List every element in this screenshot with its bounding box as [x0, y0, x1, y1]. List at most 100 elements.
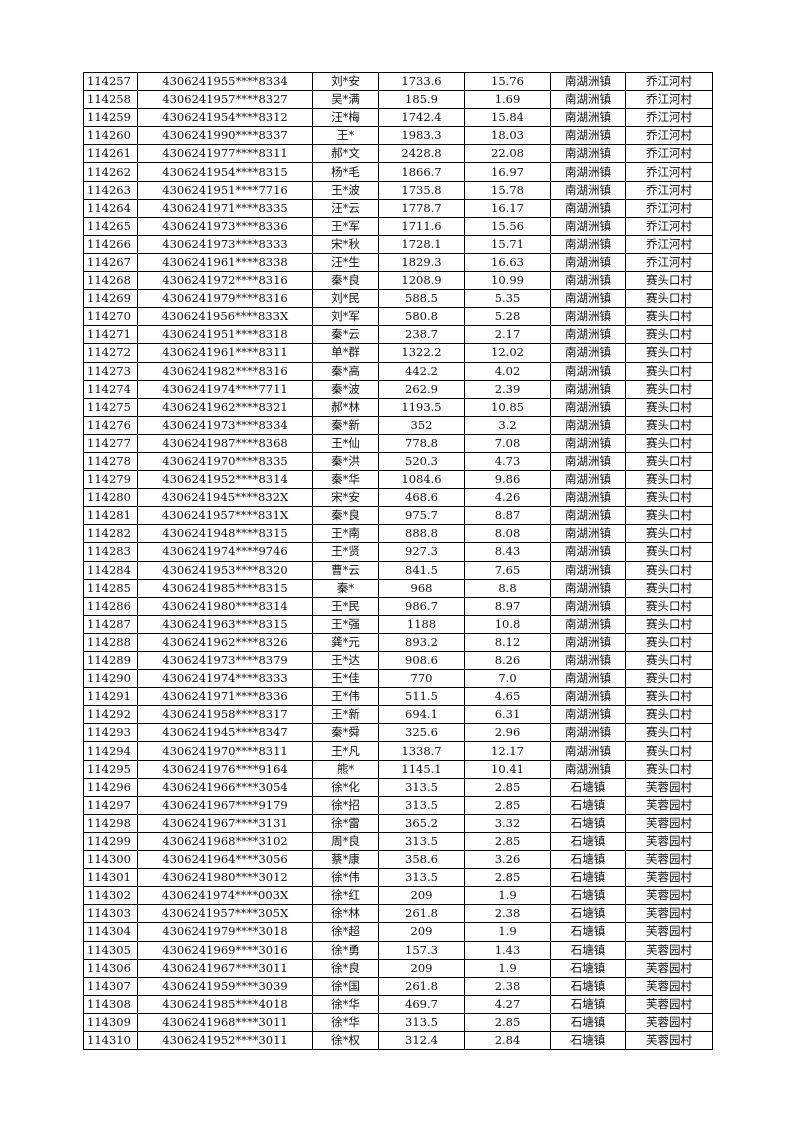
amount-cell: 1829.3	[378, 252, 465, 273]
table-row: 114309 4306241968****3011 徐*华 313.5 2.85 石塘镇芙…	[83, 1012, 713, 1032]
name-cell: 周*良	[312, 831, 379, 852]
name-cell: 蔡*康	[312, 850, 379, 870]
village-cell: 芙蓉园村	[625, 777, 713, 797]
town-cell: 南湖洲镇	[550, 180, 626, 200]
row-number-cell: 114308	[83, 994, 138, 1014]
row-number-cell: 114294	[83, 741, 138, 761]
village-cell: 乔江河村	[625, 108, 713, 128]
village-cell: 赛头口村	[625, 488, 713, 508]
town-cell: 南湖洲镇	[550, 126, 626, 146]
row-number-cell: 114303	[83, 904, 138, 924]
value-cell: 6.31	[464, 705, 551, 725]
name-cell: 王*	[312, 126, 379, 146]
amount-cell: 1145.1	[378, 759, 465, 779]
village-cell: 赛头口村	[625, 687, 713, 707]
value-cell: 1.69	[464, 90, 551, 110]
value-cell: 2.85	[464, 831, 551, 852]
row-number-cell: 114272	[83, 343, 138, 363]
town-cell: 石塘镇	[550, 795, 626, 815]
town-cell: 南湖洲镇	[550, 433, 626, 453]
town-cell: 南湖洲镇	[550, 488, 626, 508]
value-cell: 10.8	[464, 614, 551, 634]
table-row: 114307 4306241959****3039 徐*国 261.8 2.38 石塘镇芙…	[83, 976, 713, 996]
amount-cell: 1728.1	[378, 234, 465, 254]
row-number-cell: 114284	[83, 560, 138, 580]
id-number-cell: 4306241957****831X	[137, 506, 313, 526]
table-row: 114303 4306241957****305X 徐*林 261.8 2.38 石塘镇芙…	[83, 904, 713, 924]
name-cell: 汪*梅	[312, 108, 379, 128]
amount-cell: 1733.6	[378, 71, 465, 92]
id-number-cell: 4306241968****3011	[137, 1012, 313, 1032]
village-cell: 赛头口村	[625, 632, 713, 653]
row-number-cell: 114291	[83, 687, 138, 707]
table-row: 114300 4306241964****3056 蔡*康 358.6 3.26 石塘镇芙…	[83, 850, 713, 870]
value-cell: 7.08	[464, 433, 551, 453]
amount-cell: 261.8	[378, 904, 465, 924]
row-number-cell: 114266	[83, 234, 138, 254]
town-cell: 南湖洲镇	[550, 759, 626, 779]
table-row: 114260 4306241990****8337 王* 1983.3 18.03 南湖洲…	[83, 126, 713, 146]
amount-cell: 468.6	[378, 488, 465, 508]
id-number-cell: 4306241967****3011	[137, 958, 313, 978]
name-cell: 秦*波	[312, 379, 379, 399]
town-cell: 南湖洲镇	[550, 451, 626, 472]
id-number-cell: 4306241985****4018	[137, 994, 313, 1014]
village-cell: 赛头口村	[625, 397, 713, 417]
row-number-cell: 114306	[83, 958, 138, 978]
table-row: 114261 4306241977****8311 郝*文 2428.8 22.08 南湖…	[83, 144, 713, 164]
id-number-cell: 4306241951****8318	[137, 325, 313, 345]
name-cell: 徐*超	[312, 922, 379, 942]
name-cell: 徐*国	[312, 976, 379, 996]
table-row: 114292 4306241958****8317 王*新 694.1 6.31 南湖洲镇…	[83, 705, 713, 725]
table-row: 114267 4306241961****8338 汪*生 1829.3 16.63 南湖…	[83, 252, 713, 273]
town-cell: 石塘镇	[550, 850, 626, 870]
amount-cell: 968	[378, 578, 465, 598]
id-number-cell: 4306241951****7716	[137, 180, 313, 200]
row-number-cell: 114304	[83, 922, 138, 942]
id-number-cell: 4306241968****3102	[137, 831, 313, 852]
amount-cell: 209	[378, 922, 465, 942]
id-number-cell: 4306241973****8379	[137, 650, 313, 671]
village-cell: 赛头口村	[625, 741, 713, 761]
town-cell: 石塘镇	[550, 976, 626, 996]
village-cell: 乔江河村	[625, 198, 713, 218]
id-number-cell: 4306241979****8316	[137, 289, 313, 309]
town-cell: 南湖洲镇	[550, 723, 626, 743]
id-number-cell: 4306241961****8311	[137, 343, 313, 363]
village-cell: 乔江河村	[625, 144, 713, 164]
value-cell: 12.02	[464, 343, 551, 363]
table-row: 114274 4306241974****7711 秦*波 262.9 2.39 南湖洲镇…	[83, 379, 713, 399]
table-row: 114278 4306241970****8335 秦*洪 520.3 4.73 南湖洲镇…	[83, 451, 713, 472]
row-number-cell: 114290	[83, 669, 138, 689]
id-number-cell: 4306241970****8335	[137, 451, 313, 472]
row-number-cell: 114298	[83, 813, 138, 833]
village-cell: 赛头口村	[625, 379, 713, 399]
town-cell: 石塘镇	[550, 1030, 626, 1051]
value-cell: 3.32	[464, 813, 551, 833]
value-cell: 2.96	[464, 723, 551, 743]
row-number-cell: 114286	[83, 596, 138, 616]
name-cell: 王*贤	[312, 542, 379, 562]
town-cell: 石塘镇	[550, 922, 626, 942]
village-cell: 乔江河村	[625, 71, 713, 92]
id-number-cell: 4306241959****3039	[137, 976, 313, 996]
value-cell: 18.03	[464, 126, 551, 146]
amount-cell: 313.5	[378, 795, 465, 815]
row-number-cell: 114262	[83, 162, 138, 182]
town-cell: 南湖洲镇	[550, 705, 626, 725]
table-row: 114264 4306241971****8335 汪*云 1778.7 16.17 南湖…	[83, 198, 713, 218]
town-cell: 南湖洲镇	[550, 216, 626, 236]
town-cell: 南湖洲镇	[550, 90, 626, 110]
row-number-cell: 114257	[83, 71, 138, 92]
row-number-cell: 114280	[83, 488, 138, 508]
amount-cell: 1866.7	[378, 162, 465, 182]
town-cell: 石塘镇	[550, 831, 626, 852]
id-number-cell: 4306241956****833X	[137, 307, 313, 327]
table-body: 114257 4306241955****8334 刘*安 1733.6 15.76 南湖…	[83, 71, 713, 1051]
amount-cell: 442.2	[378, 361, 465, 381]
amount-cell: 1084.6	[378, 470, 465, 490]
id-number-cell: 4306241969****3016	[137, 940, 313, 960]
town-cell: 石塘镇	[550, 1012, 626, 1032]
row-number-cell: 114283	[83, 542, 138, 562]
name-cell: 王*伟	[312, 687, 379, 707]
